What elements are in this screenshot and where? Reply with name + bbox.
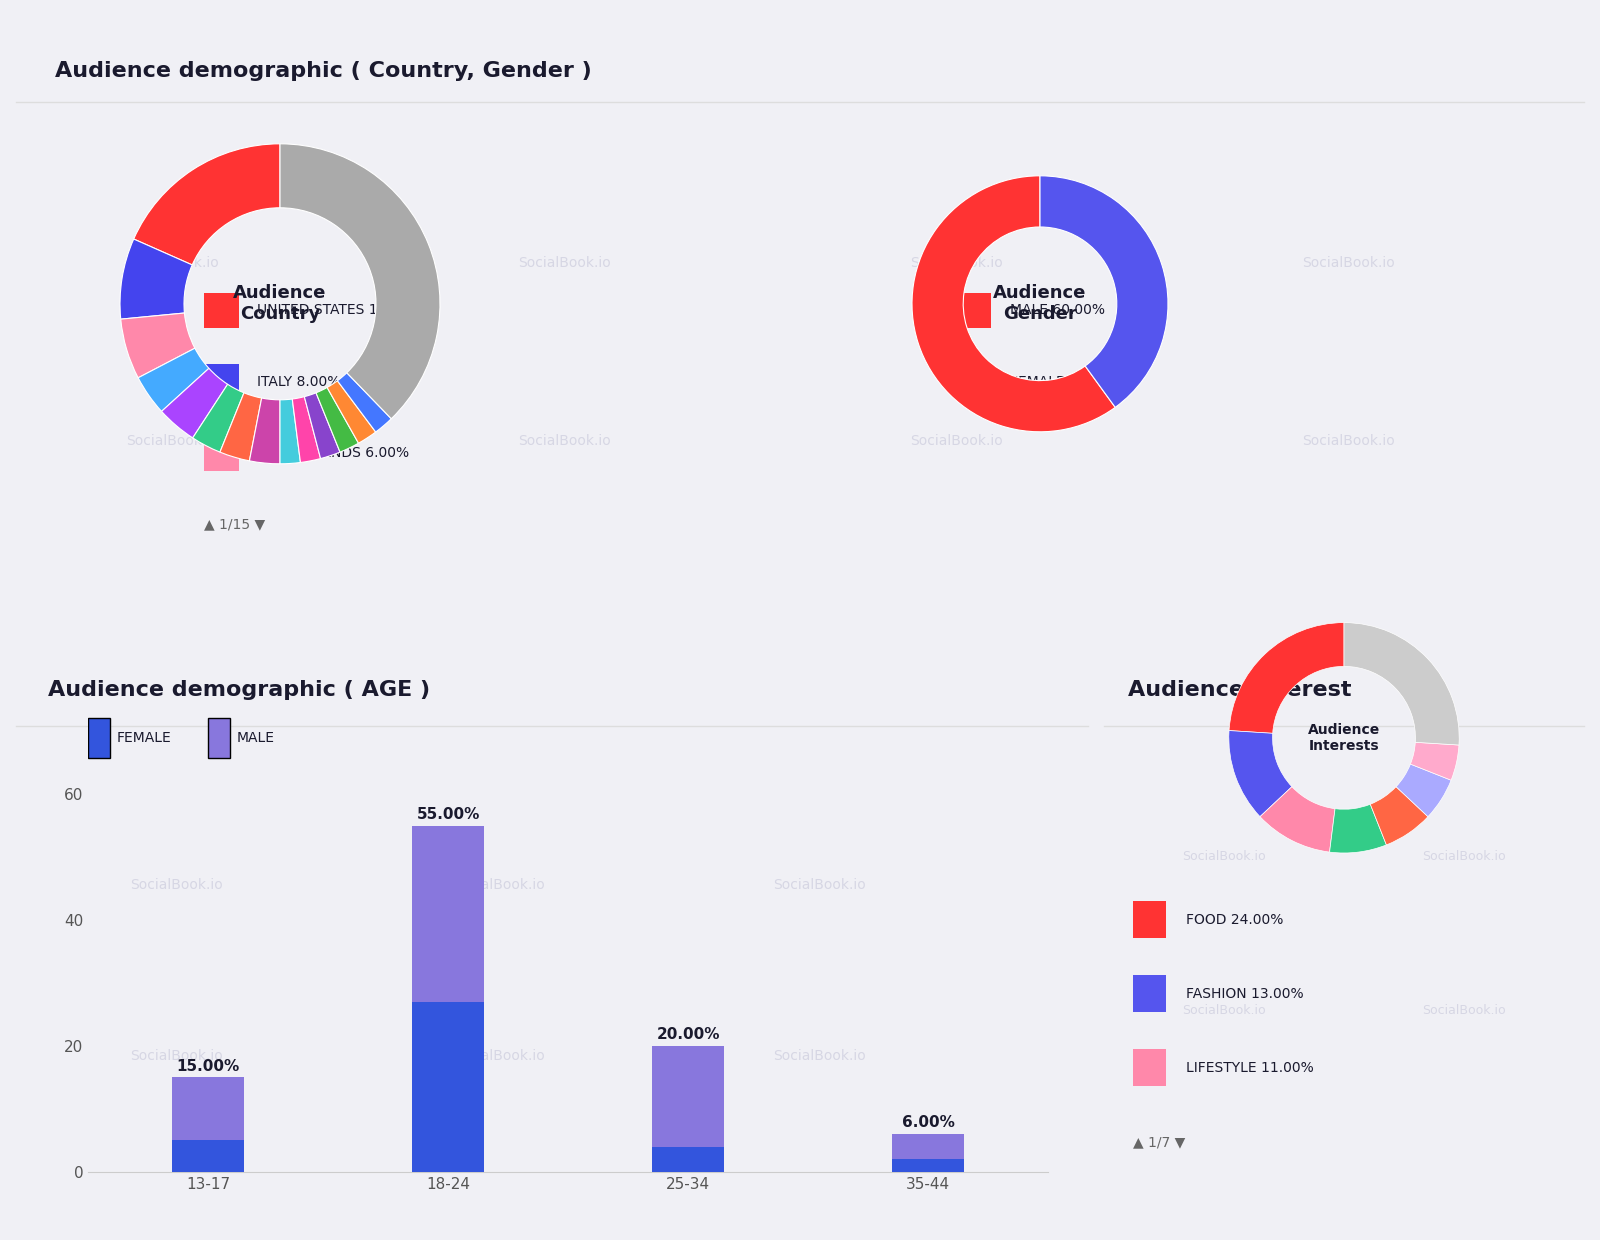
Text: SocialBook.io: SocialBook.io: [131, 878, 222, 893]
Text: SocialBook.io: SocialBook.io: [1182, 1004, 1266, 1017]
Bar: [413, 1002, 483, 1172]
Text: ▲ 1/7 ▼: ▲ 1/7 ▼: [1133, 1135, 1186, 1149]
Text: Audience demographic ( Country, Gender ): Audience demographic ( Country, Gender ): [54, 61, 592, 81]
Text: UNITED STATES 18.00%: UNITED STATES 18.00%: [258, 304, 422, 317]
Text: SocialBook.io: SocialBook.io: [1422, 851, 1506, 863]
Bar: [173, 1078, 243, 1141]
Text: MALE 60.00%: MALE 60.00%: [1010, 304, 1106, 317]
Text: 55.00%: 55.00%: [416, 807, 480, 822]
Wedge shape: [120, 239, 192, 319]
Text: FEMALE: FEMALE: [117, 730, 171, 745]
Text: NETHERLANDS 6.00%: NETHERLANDS 6.00%: [258, 446, 410, 460]
Text: FASHION 13.00%: FASHION 13.00%: [1186, 987, 1304, 1001]
Wedge shape: [1370, 786, 1427, 844]
Bar: [653, 1045, 723, 1147]
Text: SocialBook.io: SocialBook.io: [1182, 851, 1266, 863]
Text: 20.00%: 20.00%: [656, 1027, 720, 1042]
Text: SocialBook.io: SocialBook.io: [131, 1049, 222, 1064]
Wedge shape: [280, 399, 301, 464]
Wedge shape: [250, 398, 280, 464]
Wedge shape: [1229, 730, 1291, 817]
Text: FEMALE 40.00%: FEMALE 40.00%: [1010, 374, 1122, 389]
Text: Audience
Interests: Audience Interests: [1307, 723, 1381, 753]
Wedge shape: [912, 176, 1115, 432]
Text: ITALY 8.00%: ITALY 8.00%: [258, 374, 341, 389]
FancyBboxPatch shape: [208, 718, 230, 758]
Text: SocialBook.io: SocialBook.io: [518, 255, 611, 270]
Text: Audience
Country: Audience Country: [234, 284, 326, 324]
Text: SocialBook.io: SocialBook.io: [453, 878, 544, 893]
Text: LIFESTYLE 11.00%: LIFESTYLE 11.00%: [1186, 1061, 1314, 1075]
FancyBboxPatch shape: [205, 435, 238, 471]
Wedge shape: [1040, 176, 1168, 408]
Wedge shape: [1229, 622, 1344, 733]
Wedge shape: [293, 397, 320, 463]
Text: SocialBook.io: SocialBook.io: [1302, 434, 1395, 449]
Text: SocialBook.io: SocialBook.io: [910, 434, 1003, 449]
Text: SocialBook.io: SocialBook.io: [453, 1049, 544, 1064]
Text: SocialBook.io: SocialBook.io: [518, 434, 611, 449]
Wedge shape: [304, 393, 341, 459]
Wedge shape: [326, 381, 376, 443]
FancyBboxPatch shape: [88, 718, 109, 758]
Bar: [893, 1135, 963, 1159]
Text: 6.00%: 6.00%: [901, 1115, 955, 1130]
Text: SocialBook.io: SocialBook.io: [126, 434, 219, 449]
FancyBboxPatch shape: [205, 365, 238, 399]
Wedge shape: [1411, 743, 1459, 780]
Text: 15.00%: 15.00%: [176, 1059, 240, 1074]
Wedge shape: [138, 348, 210, 412]
Wedge shape: [219, 393, 262, 461]
Wedge shape: [162, 368, 227, 438]
Wedge shape: [1330, 805, 1387, 853]
Wedge shape: [338, 373, 392, 432]
Text: SocialBook.io: SocialBook.io: [774, 1049, 866, 1064]
Wedge shape: [280, 144, 440, 419]
Wedge shape: [317, 387, 358, 453]
FancyBboxPatch shape: [1133, 975, 1166, 1012]
Text: Audience
Gender: Audience Gender: [994, 284, 1086, 324]
Wedge shape: [120, 312, 195, 378]
Text: SocialBook.io: SocialBook.io: [1422, 1004, 1506, 1017]
Text: SocialBook.io: SocialBook.io: [774, 878, 866, 893]
Text: MALE: MALE: [237, 730, 275, 745]
Text: SocialBook.io: SocialBook.io: [1302, 255, 1395, 270]
FancyBboxPatch shape: [205, 293, 238, 329]
FancyBboxPatch shape: [1133, 1049, 1166, 1086]
Wedge shape: [134, 144, 280, 265]
Wedge shape: [1344, 622, 1459, 745]
Bar: [893, 1159, 963, 1172]
Text: FOOD 24.00%: FOOD 24.00%: [1186, 913, 1283, 926]
Wedge shape: [1261, 786, 1334, 852]
Bar: [173, 1141, 243, 1172]
Text: ▲ 1/15 ▼: ▲ 1/15 ▼: [205, 518, 266, 532]
Text: Audience demographic ( AGE ): Audience demographic ( AGE ): [48, 680, 430, 701]
FancyBboxPatch shape: [1133, 901, 1166, 939]
Text: Audience Interest: Audience Interest: [1128, 680, 1352, 701]
FancyBboxPatch shape: [957, 365, 992, 399]
Bar: [653, 1147, 723, 1172]
FancyBboxPatch shape: [957, 293, 992, 329]
Text: SocialBook.io: SocialBook.io: [910, 255, 1003, 270]
Bar: [413, 826, 483, 1002]
Wedge shape: [1397, 764, 1451, 817]
Wedge shape: [192, 384, 243, 453]
Text: SocialBook.io: SocialBook.io: [126, 255, 219, 270]
